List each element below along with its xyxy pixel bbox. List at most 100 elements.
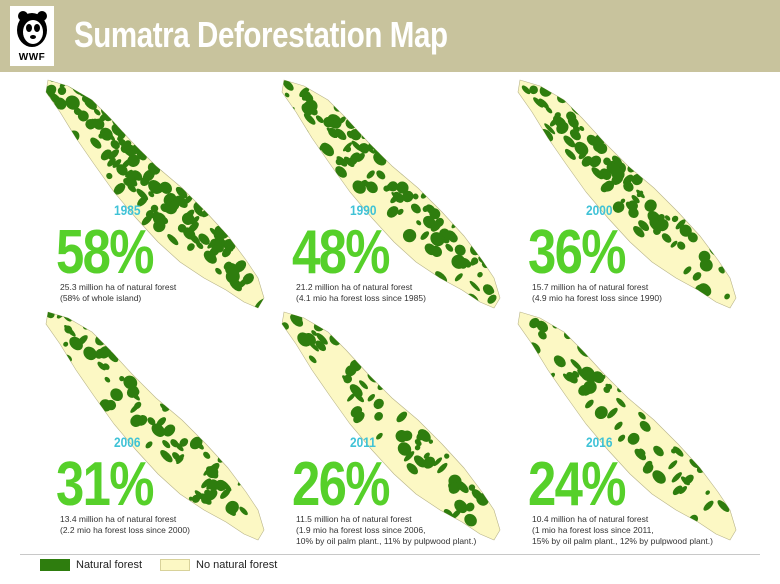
forest-patch — [477, 271, 483, 278]
forest-patch — [465, 502, 475, 512]
forest-patch — [553, 312, 562, 316]
forest-patch — [127, 183, 137, 193]
forest-patch — [422, 456, 436, 469]
map-panel-2006: 2006 31% 13.4 million ha of natural forest… — [40, 308, 290, 548]
forest-patch — [395, 429, 408, 443]
forest-patch — [194, 490, 206, 501]
forest-patch — [498, 283, 500, 292]
forest-patch — [457, 215, 469, 227]
forest-patch — [136, 188, 149, 201]
year-label: 1990 — [350, 202, 377, 218]
forest-patch — [276, 76, 288, 81]
forest-patch — [188, 496, 194, 501]
panda-icon — [17, 11, 47, 47]
forest-patch — [641, 169, 649, 177]
forest-patch — [442, 232, 449, 239]
forest-patch — [412, 193, 419, 200]
forest-patch — [167, 234, 179, 246]
forest-patch — [616, 397, 626, 408]
forest-patch — [581, 156, 593, 167]
forest-patch — [174, 442, 184, 452]
forest-patch — [487, 294, 497, 304]
forest-patch — [103, 99, 111, 107]
forest-patch — [312, 81, 318, 87]
forest-patch — [77, 110, 89, 122]
forest-patch — [179, 401, 194, 415]
forest-patch — [346, 130, 355, 139]
forest-patch — [240, 238, 255, 252]
forest-patch — [130, 414, 143, 427]
forest-patch — [222, 247, 231, 255]
forest-patch — [403, 451, 415, 462]
forest-patch — [653, 445, 664, 457]
forest-patch — [69, 336, 83, 351]
forest-patch — [595, 142, 608, 155]
forest-patch — [347, 392, 356, 402]
description-line2: (4.9 mio ha forest loss since 1990) — [532, 293, 662, 303]
forest-patch — [297, 332, 312, 347]
forest-patch — [77, 80, 87, 84]
forest-patch — [428, 439, 434, 444]
forest-patch — [239, 506, 248, 516]
forest-patch — [126, 144, 134, 152]
legend-swatch-no-forest — [160, 559, 190, 571]
forest-patch — [585, 399, 594, 409]
forest-patch — [353, 411, 365, 424]
forest-patch — [543, 80, 553, 81]
forest-patch — [183, 195, 193, 205]
forest-patch — [123, 375, 138, 390]
forest-patch — [376, 170, 386, 180]
forest-patch — [117, 131, 126, 140]
forest-patch — [433, 457, 443, 467]
forest-patch — [402, 228, 417, 243]
forest-patch — [353, 391, 365, 403]
forest-patch — [641, 221, 647, 228]
forest-patch — [40, 78, 44, 90]
forest-patch — [90, 118, 100, 128]
forest-patch — [345, 364, 357, 377]
forest-patch — [553, 355, 566, 368]
forest-patch — [423, 452, 430, 459]
forest-patch — [670, 240, 678, 248]
description-line1: 10.4 million ha of natural forest — [532, 514, 649, 524]
forest-patch — [70, 76, 79, 77]
forest-patch — [668, 460, 678, 470]
forest-patch — [712, 227, 719, 234]
forest-patch — [349, 384, 363, 398]
sumatra-map-1985 — [40, 76, 265, 309]
forest-patch — [422, 205, 429, 212]
forest-percent: 48% — [292, 218, 390, 287]
sumatra-map-2016 — [517, 311, 737, 541]
forest-patch — [521, 85, 531, 95]
forest-patch — [567, 116, 579, 128]
forest-patch — [349, 152, 361, 163]
forest-percent: 24% — [528, 450, 626, 519]
legend-swatch-forest — [40, 559, 70, 571]
forest-patch — [135, 122, 150, 137]
forest-patch — [125, 169, 133, 178]
forest-patch — [225, 505, 236, 516]
forest-patch — [413, 455, 427, 468]
description-line3: 10% by oil palm plant., 11% by pulpwood … — [296, 536, 477, 546]
forest-patch — [464, 513, 477, 527]
forest-patch — [90, 137, 102, 149]
forest-patch — [396, 411, 408, 423]
forest-patch — [167, 196, 174, 203]
forest-patch — [611, 173, 624, 185]
forest-patch — [656, 218, 669, 232]
forest-patch — [434, 217, 444, 228]
forest-patch — [223, 454, 232, 463]
forest-patch — [454, 244, 466, 256]
forest-patch — [330, 86, 342, 99]
forest-percent: 26% — [292, 450, 390, 519]
description-line1: 13.4 million ha of natural forest — [60, 514, 177, 524]
forest-patch — [304, 99, 318, 113]
forest-patch — [628, 207, 639, 219]
forest-patch — [198, 233, 210, 245]
forest-patch — [215, 267, 222, 275]
legend-label-forest: Natural forest — [76, 559, 143, 571]
forest-patch — [396, 181, 409, 194]
forest-patch — [335, 166, 347, 178]
forest-patch — [414, 439, 422, 447]
forest-patch — [594, 406, 608, 420]
